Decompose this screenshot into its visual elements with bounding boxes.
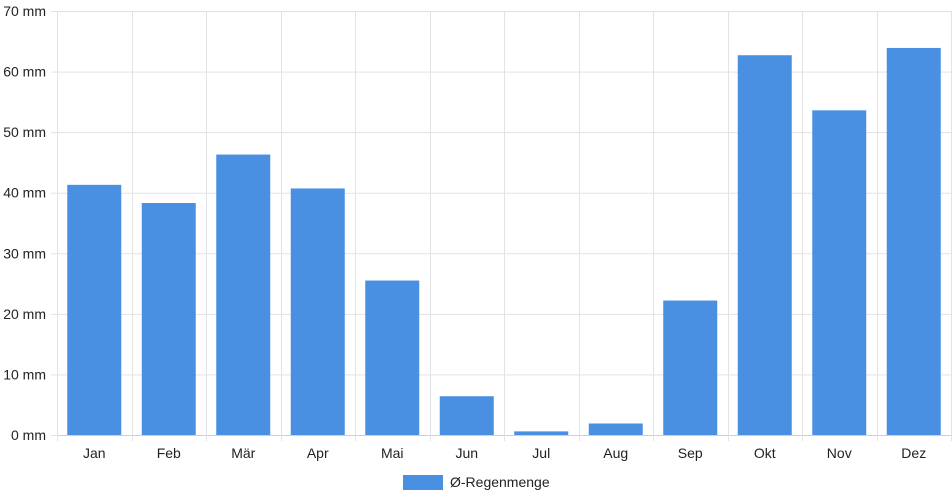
x-tick-label: Sep: [678, 445, 703, 461]
y-tick-label: 50 mm: [3, 124, 46, 140]
y-tick-label: 60 mm: [3, 64, 46, 80]
y-tick-label: 30 mm: [3, 245, 46, 261]
y-tick-label: 0 mm: [11, 427, 46, 443]
bars: [67, 47, 941, 436]
x-tick-label: Jun: [455, 445, 478, 461]
x-axis-ticks: Jan Feb Mär Apr Mai Jun Jul Aug Sep Okt Nov Dez: [83, 445, 926, 461]
legend[interactable]: Ø-Regenmenge: [403, 474, 550, 490]
bar-okt[interactable]: [737, 55, 792, 436]
y-axis-ticks: 0 mm 10 mm 20 mm 30 mm 40 mm 50 mm 60 mm 70 mm: [3, 3, 46, 443]
y-tick-label: 20 mm: [3, 306, 46, 322]
x-tick-label: Jul: [532, 445, 550, 461]
x-tick-label: Mai: [381, 445, 404, 461]
legend-label[interactable]: Ø-Regenmenge: [450, 474, 550, 490]
bar-jan[interactable]: [67, 184, 122, 435]
bar-mär[interactable]: [216, 154, 271, 435]
x-tick-label: Aug: [603, 445, 628, 461]
bar-jul[interactable]: [514, 431, 569, 435]
legend-swatch[interactable]: [403, 475, 443, 490]
bar-apr[interactable]: [290, 188, 345, 435]
bar-jun[interactable]: [439, 396, 494, 435]
y-tick-label: 70 mm: [3, 3, 46, 19]
bar-feb[interactable]: [141, 203, 196, 435]
y-tick-label: 10 mm: [3, 366, 46, 382]
x-tick-label: Feb: [157, 445, 181, 461]
x-tick-label: Dez: [901, 445, 926, 461]
bar-nov[interactable]: [812, 110, 867, 435]
x-tick-label: Mär: [231, 445, 255, 461]
bar-dez[interactable]: [886, 47, 941, 435]
bar-mai[interactable]: [365, 280, 420, 435]
x-tick-label: Apr: [307, 445, 329, 461]
bar-sep[interactable]: [663, 300, 718, 435]
bar-aug[interactable]: [588, 423, 643, 435]
x-tick-label: Nov: [827, 445, 852, 461]
x-tick-label: Okt: [754, 445, 776, 461]
x-tick-label: Jan: [83, 445, 106, 461]
y-tick-label: 40 mm: [3, 185, 46, 201]
